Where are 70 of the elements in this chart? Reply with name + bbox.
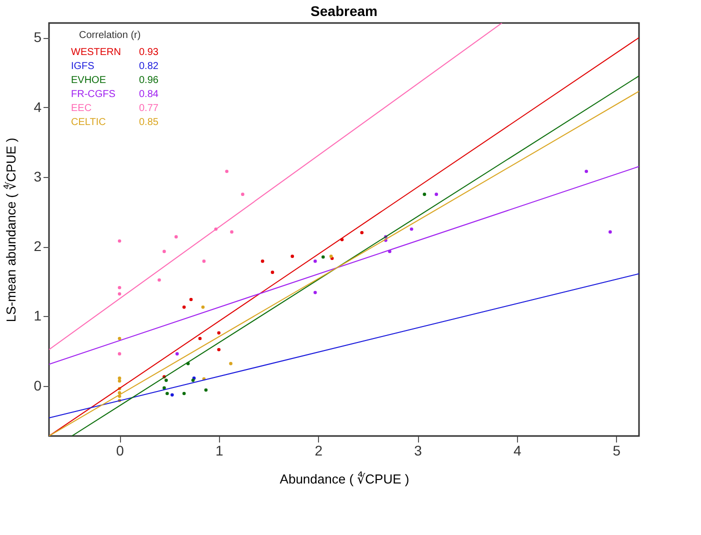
point [118,391,122,394]
point [290,254,294,258]
point [217,348,221,352]
chart-title: Seabream [310,3,378,19]
point [164,378,168,382]
x-tick-label: 4 [513,442,522,458]
point [230,230,234,234]
annotation: 0.85 [139,117,159,128]
point [314,260,317,263]
annotation: 0.77 [139,103,159,114]
annotation: 0.84 [139,89,159,100]
point [217,331,221,335]
point [410,227,414,231]
point [162,386,166,390]
x-tick-label: 2 [314,442,323,458]
point [189,298,193,302]
point [198,336,202,340]
x-tick-label: 1 [215,442,224,458]
point [201,306,205,309]
y-tick-label: 5 [34,29,42,46]
text: IGFS [71,61,95,72]
y-tick-label: 4 [34,98,42,115]
point [118,286,122,290]
point [118,336,122,340]
legend-title: Correlation (r) [79,30,141,41]
point [175,352,179,356]
text: CELTIC [71,117,106,128]
point [170,393,174,397]
point [118,239,122,243]
point [162,250,166,254]
point [118,379,122,383]
point [166,392,169,396]
y-tick-label: 0 [34,377,42,394]
point [314,290,317,294]
point [229,362,232,366]
point [422,192,426,196]
y-axis-title: LS-mean abundance ( ∜CPUE ) [4,138,19,322]
point [321,255,325,259]
point [182,306,186,309]
point [118,376,122,380]
point [608,230,612,234]
y-tick-label: 1 [34,308,42,324]
point [225,170,228,173]
point [174,235,178,238]
point [182,392,186,396]
text: FR-CGFS [71,89,116,100]
y-tick-label: 2 [34,238,42,254]
annotation: 0.96 [139,75,159,86]
text: EVHOE [71,75,106,86]
point [260,260,264,263]
point [241,192,244,196]
point [202,260,206,263]
annotation: 0.93 [139,47,159,58]
point [434,192,438,196]
x-tick-label: 0 [116,442,124,458]
point [158,278,161,282]
point [204,388,208,392]
annotation: 0.82 [139,61,159,72]
point [329,254,333,258]
point [118,292,122,296]
x-tick-label: 5 [612,442,621,458]
y-tick-label: 3 [34,168,42,184]
text: EEC [71,103,92,114]
x-axis-title: Abundance ( ∜CPUE ) [280,472,410,486]
point [360,230,364,234]
point [118,352,122,356]
x-tick-label: 3 [414,442,422,458]
text: WESTERN [71,47,121,58]
point [270,270,274,274]
point [584,170,588,173]
